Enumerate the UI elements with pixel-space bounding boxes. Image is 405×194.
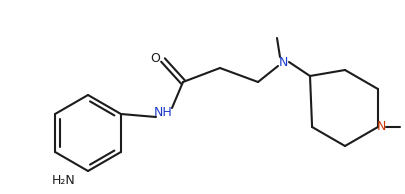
Text: N: N [277,55,287,68]
Text: H₂N: H₂N [52,174,76,187]
Text: N: N [375,120,385,133]
Text: O: O [150,53,160,66]
Text: NH: NH [153,106,172,119]
